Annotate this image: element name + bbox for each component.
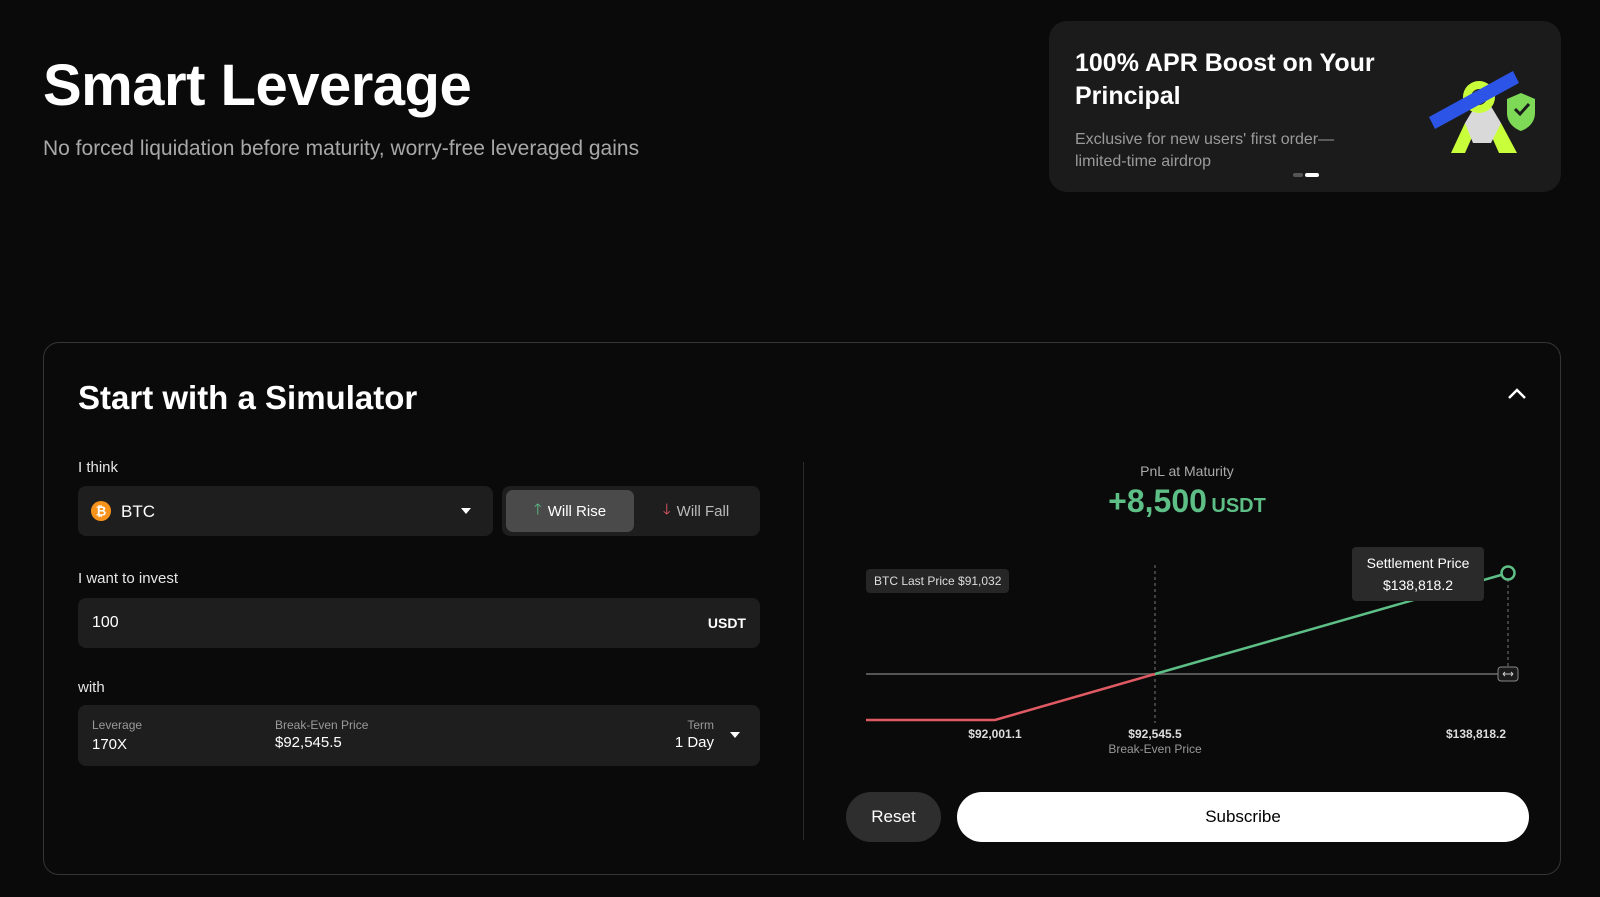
amount-input[interactable]: 100 USDT [78, 598, 760, 648]
will-fall-text: Will Fall [676, 502, 730, 520]
promo-text: Exclusive for new users' first order—lim… [1075, 131, 1335, 170]
svg-text:₿: ₿ [96, 504, 107, 519]
term-value: 1 Day [674, 734, 714, 751]
up-arrow: 🡑 [533, 500, 542, 518]
last-price-chip: BTC Last Price $91,032 [866, 569, 1010, 593]
invest-label: I want to invest [78, 570, 179, 587]
loss-line [866, 672, 1156, 722]
pnl-value: +8,500 [1108, 483, 1207, 519]
dropdown-caret [461, 508, 471, 514]
carousel-dots[interactable] [1293, 172, 1323, 178]
parameters-box[interactable]: Leverage 170X Break-Even Price $92,545.5… [78, 705, 760, 766]
down-arrow: 🡓 [662, 500, 671, 518]
x-label-start: $92,001.1 [968, 727, 1022, 741]
simulator-title: Start with a Simulator [78, 379, 418, 416]
settlement-value: $138,818.2 [1382, 577, 1454, 593]
asset-name: BTC [121, 502, 155, 521]
will-rise-button[interactable]: 🡑 Will Rise [506, 490, 634, 532]
collapse-button[interactable] [1506, 387, 1528, 401]
asset-select[interactable]: ₿ BTC [78, 486, 493, 536]
breakeven-label: Break-Even Price [275, 718, 369, 732]
page-subtitle: No forced liquidation before maturity, w… [43, 137, 640, 160]
settlement-handle[interactable] [1500, 565, 1516, 581]
subscribe-button[interactable]: Subscribe [957, 792, 1529, 842]
leverage-label: Leverage [92, 718, 143, 732]
reset-button[interactable]: Reset [846, 792, 941, 842]
page-title: Smart Leverage [43, 53, 472, 118]
leverage-value: 170X [92, 736, 128, 753]
will-fall-button[interactable]: 🡓 Will Fall [634, 490, 758, 532]
x-label-breakeven: $92,545.5 [1128, 727, 1182, 741]
will-rise-text: Will Rise [547, 502, 607, 520]
promo-title: 100% APR Boost on Your Principal [1075, 49, 1375, 110]
settlement-label: Settlement Price [1366, 555, 1470, 571]
dot-active[interactable] [1305, 173, 1319, 177]
pnl-value-row: +8,500 USDT [1034, 483, 1340, 520]
x-label-settlement: $138,818.2 [1445, 727, 1507, 741]
breakeven-value: $92,545.5 [275, 734, 342, 751]
term-caret [730, 732, 740, 738]
slider-arrows [1502, 671, 1514, 677]
with-label: with [78, 679, 105, 696]
btc-icon: ₿ [91, 501, 111, 521]
x-caption-breakeven: Break-Even Price [1108, 742, 1202, 756]
divider [803, 462, 804, 840]
settlement-tooltip: Settlement Price $138,818.2 [1352, 547, 1484, 601]
pnl-label: PnL at Maturity [1140, 463, 1234, 479]
term-label: Term [687, 718, 714, 732]
think-label: I think [78, 459, 119, 476]
amount-value: 100 [92, 614, 119, 631]
direction-toggle: 🡑 Will Rise 🡓 Will Fall [502, 486, 760, 536]
simulator-card: Start with a Simulator I think ₿ BTC 🡑 Wi… [43, 342, 1561, 875]
amount-unit: USDT [707, 615, 746, 631]
dot[interactable] [1293, 173, 1303, 177]
promo-illustration [1429, 71, 1535, 153]
promo-card[interactable]: 100% APR Boost on Your Principal Exclusi… [1049, 21, 1561, 192]
pnl-unit: USDT [1211, 495, 1266, 517]
